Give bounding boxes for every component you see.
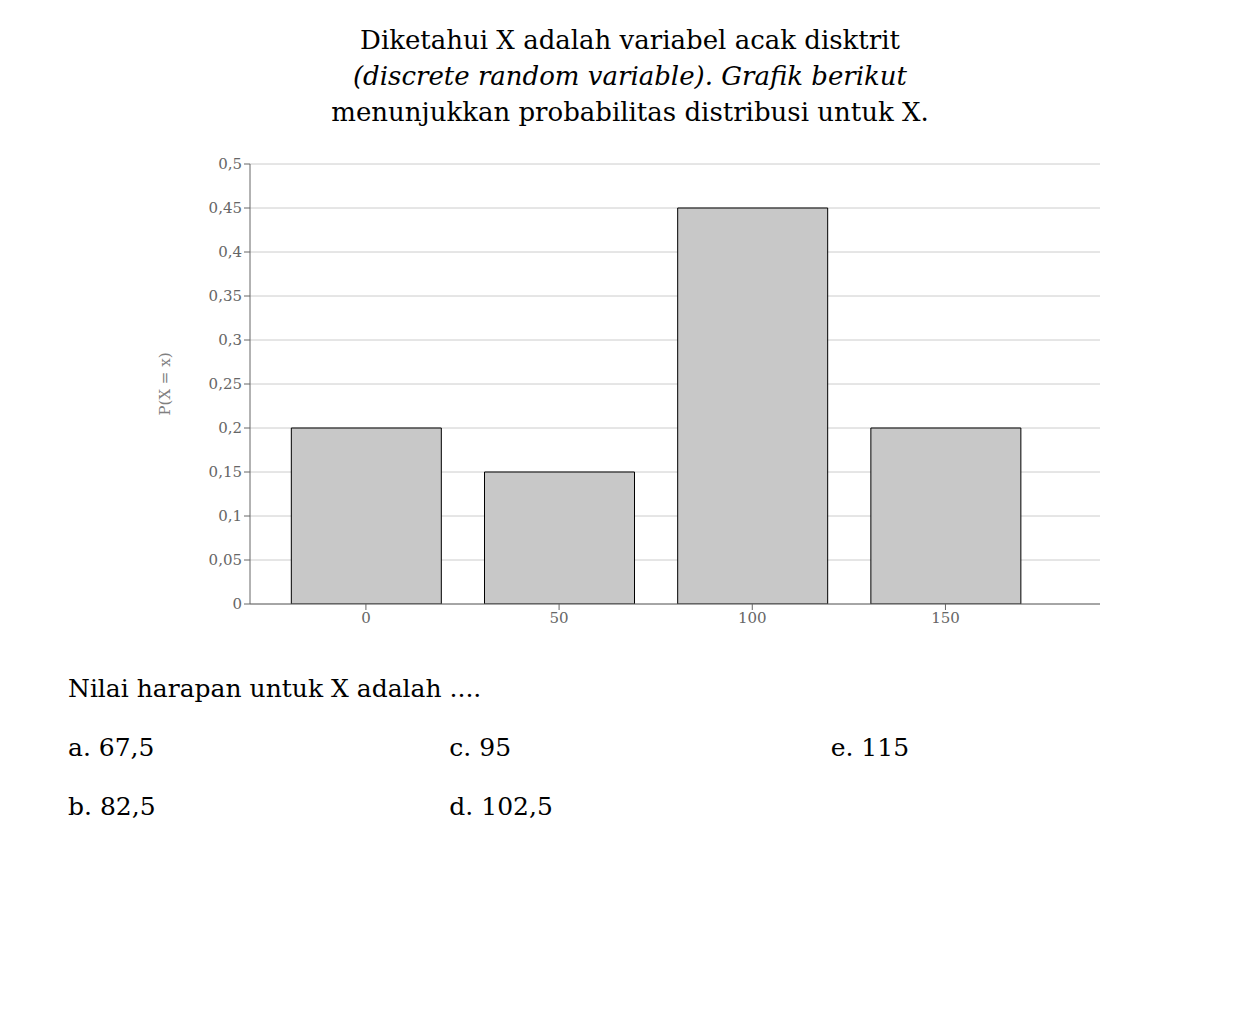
svg-text:0,45: 0,45	[209, 199, 242, 217]
svg-text:0,5: 0,5	[218, 155, 242, 173]
html-text:d. 102,5: d. 102,5	[449, 792, 553, 821]
svg-text:0,3: 0,3	[218, 331, 242, 349]
svg-text:0,35: 0,35	[209, 287, 242, 305]
html-text:b. 82,5: b. 82,5	[68, 792, 156, 821]
html-text:Nilai harapan untuk X adalah .: Nilai harapan untuk X adalah ....	[68, 674, 482, 703]
html-text:menunjukkan probabilitas distr: menunjukkan probabilitas distribusi untu…	[331, 97, 929, 127]
html-text:e. 115: e. 115	[830, 733, 910, 762]
html-text:Diketahui X adalah variabel ac: Diketahui X adalah variabel acak disktri…	[360, 25, 900, 55]
svg-text:0,1: 0,1	[218, 507, 242, 525]
html-text:(discrete random variable). Gr: (discrete random variable). Grafik berik…	[353, 61, 907, 91]
svg-text:100: 100	[738, 609, 767, 627]
svg-text:0: 0	[361, 609, 371, 627]
svg-text:0,25: 0,25	[209, 375, 242, 393]
svg-text:0,4: 0,4	[218, 243, 242, 261]
svg-text:50: 50	[550, 609, 569, 627]
svg-text:0,05: 0,05	[209, 551, 242, 569]
svg-text:0: 0	[232, 595, 242, 613]
svg-text:0,15: 0,15	[209, 463, 242, 481]
svg-text:150: 150	[931, 609, 960, 627]
svg-text:P(X = x): P(X = x)	[156, 352, 174, 415]
html-text:c. 95: c. 95	[449, 733, 511, 762]
html-text:a. 67,5: a. 67,5	[68, 733, 155, 762]
svg-text:0,2: 0,2	[218, 419, 242, 437]
